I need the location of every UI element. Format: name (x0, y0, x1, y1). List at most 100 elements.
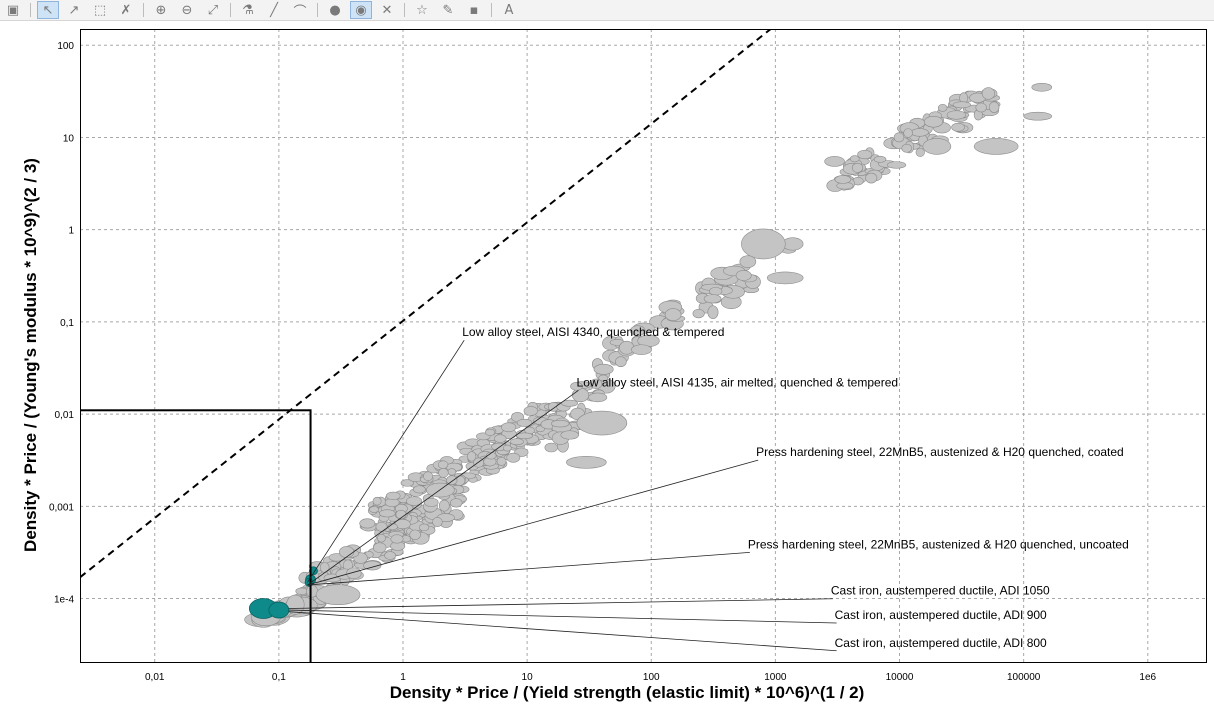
material-bubble (973, 138, 1019, 155)
toolbar: ▣ ↖ ↗ ⬚ ✗ ⊕ ⊖ ⤢ ⚗ ╱ ⌒ ● ◉ ✕ ☆ ✎ ▪ A (0, 0, 1214, 21)
y-tick-label: 0,001 (49, 502, 74, 513)
plot-area[interactable] (80, 29, 1207, 663)
material-bubble (516, 432, 533, 440)
annotation-leader (288, 611, 837, 652)
selection-box (80, 409, 312, 663)
annotation-label: Low alloy steel, AISI 4340, quenched & t… (462, 325, 724, 339)
annotation-label: Cast iron, austempered ductile, ADI 800 (835, 636, 1047, 650)
material-bubble (664, 308, 682, 321)
hide-icon[interactable]: ✕ (381, 2, 393, 18)
x-tick-label: 10000 (886, 672, 914, 683)
zoom-in-icon[interactable]: ⊕ (155, 2, 167, 18)
material-bubble (849, 155, 860, 163)
material-bubble (400, 479, 414, 487)
pen-icon[interactable]: ✎ (442, 2, 454, 18)
material-bubble (923, 115, 944, 128)
annotation-leader (307, 551, 750, 586)
material-bubble (485, 451, 497, 460)
material-bubble (550, 419, 570, 428)
toolbar-separator (491, 3, 492, 17)
y-tick-label: 0,01 (55, 410, 75, 421)
material-bubble (438, 499, 450, 512)
material-bubble (346, 567, 362, 580)
x-tick-label: 0,01 (145, 672, 165, 683)
save-icon[interactable]: ▪ (469, 2, 479, 18)
material-bubble (406, 496, 423, 506)
material-bubble (588, 392, 608, 403)
material-bubble (379, 509, 396, 518)
x-tick-label: 1000 (764, 672, 787, 683)
material-bubble (523, 406, 538, 416)
zoom-extent-icon[interactable]: ⤢ (207, 2, 219, 18)
material-bubble (952, 101, 972, 109)
material-bubble (384, 551, 397, 560)
material-bubble (576, 410, 628, 436)
material-bubble (437, 460, 449, 469)
material-bubble (423, 497, 439, 507)
material-bubble (692, 308, 705, 319)
material-bubble (412, 485, 426, 494)
material-bubble (449, 498, 463, 508)
select-cursor-icon[interactable]: ↖ (37, 1, 59, 19)
annotation-leader (307, 339, 465, 583)
x-tick-label: 100000 (1007, 672, 1041, 683)
material-bubble (707, 305, 719, 320)
material-bubble (922, 138, 952, 155)
material-bubble (630, 325, 646, 337)
flask-icon[interactable]: ⚗ (242, 2, 254, 18)
material-bubble (560, 430, 579, 440)
material-bubble (851, 162, 864, 173)
material-bubble (951, 122, 965, 132)
guide-line (80, 29, 773, 579)
material-bubble (418, 523, 430, 532)
zoom-out-icon[interactable]: ⊖ (181, 2, 193, 18)
annotation-label: Cast iron, austempered ductile, ADI 1050 (831, 584, 1050, 598)
grid (80, 29, 1207, 663)
material-bubble (566, 456, 607, 469)
annotation-leader (288, 609, 837, 624)
material-bubble (506, 452, 521, 463)
highlight-icon[interactable]: ● (329, 2, 341, 18)
material-bubble (446, 475, 458, 485)
curve-icon[interactable]: ⌒ (293, 4, 307, 20)
interactive-select-icon[interactable]: ↗ (68, 2, 80, 18)
material-bubble (915, 148, 925, 157)
material-bubble (372, 496, 382, 506)
toolbar-separator (404, 3, 405, 17)
material-bubble (739, 255, 757, 268)
box-select-icon[interactable]: ⬚ (93, 2, 107, 18)
material-bubble (593, 363, 614, 375)
material-bubble (373, 542, 387, 553)
material-bubble (988, 101, 1000, 113)
material-bubble (467, 451, 477, 462)
y-tick-label: 1e-4 (54, 595, 74, 606)
material-bubble (510, 438, 524, 446)
material-bubble (484, 428, 496, 436)
chart-icon[interactable]: ▣ (6, 2, 20, 18)
material-bubble (893, 132, 905, 143)
material-bubble (865, 172, 878, 184)
material-bubble (516, 418, 533, 427)
material-bubble (975, 102, 987, 113)
toolbar-separator (230, 3, 231, 17)
clear-selection-icon[interactable]: ✗ (120, 2, 132, 18)
material-bubble (834, 175, 852, 184)
star-icon[interactable]: ☆ (416, 2, 428, 18)
material-bubble (741, 228, 786, 260)
y-tick-label: 1 (68, 226, 74, 237)
material-bubble (390, 534, 404, 544)
visibility-icon[interactable]: ◉ (350, 1, 372, 19)
material-bubble (766, 271, 804, 285)
material-bubble (981, 87, 995, 100)
material-bubble (423, 471, 434, 482)
material-bubble (873, 155, 887, 163)
material-bubble (903, 128, 913, 138)
material-bubble (735, 270, 752, 281)
annotation-leader (307, 459, 759, 586)
material-bubble (570, 382, 583, 391)
label-icon[interactable]: A (504, 2, 514, 18)
material-bubble (493, 434, 507, 443)
material-bubble (1031, 82, 1053, 92)
line-icon[interactable]: ╱ (270, 2, 278, 18)
annotation-leader (288, 598, 833, 609)
